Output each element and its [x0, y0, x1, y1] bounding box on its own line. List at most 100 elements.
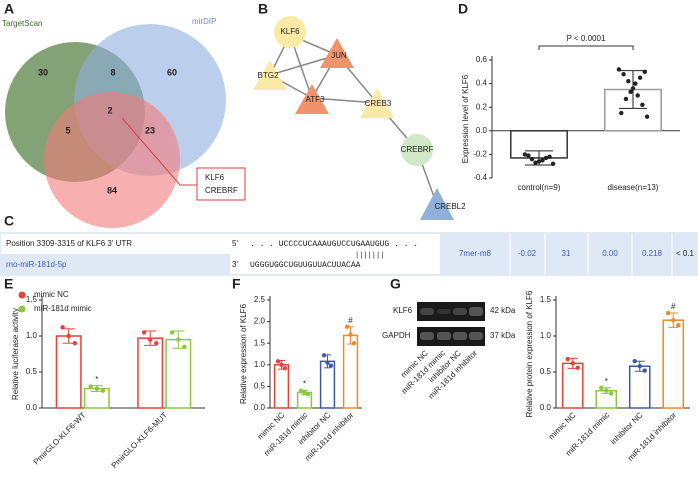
data-point — [565, 356, 570, 362]
venn-count: 23 — [145, 125, 155, 135]
table-cell: 31 — [562, 249, 571, 258]
utr-sequence: . . . UCCCCUCAAAUGUCCUGAAUGUG . . . — [250, 240, 418, 249]
data-point — [616, 67, 622, 72]
blot-band — [469, 307, 483, 316]
x-tick-label: PmirGLO-KLF6-MUT — [110, 410, 170, 470]
western-blot: KLF6 GAPDH 42 kDa 37 kDa — [382, 302, 516, 346]
data-point — [626, 79, 631, 84]
y-tick-label: 1.0 — [540, 331, 552, 340]
y-tick-label: -0.4 — [473, 173, 487, 182]
data-point — [529, 156, 535, 162]
node-label: CREB3 — [365, 99, 392, 108]
data-point — [100, 388, 106, 393]
edge — [311, 97, 378, 104]
mirna-name: rno-miR-181d-5p — [6, 260, 67, 269]
y-tick-label: 2.5 — [254, 295, 266, 304]
y-tick-label: 0.5 — [254, 382, 266, 391]
data-point — [642, 368, 647, 373]
data-point — [321, 353, 327, 358]
bar — [342, 334, 359, 409]
y-tick-label: 0.0 — [476, 126, 488, 135]
significance-mark: * — [605, 377, 608, 386]
blot-size-label: 42 kDa — [490, 306, 516, 315]
node — [360, 88, 394, 118]
data-point — [637, 364, 642, 369]
data-point — [676, 323, 681, 328]
blot-row-label: GAPDH — [382, 331, 411, 340]
legend-swatch — [18, 305, 26, 313]
significance-bracket — [538, 45, 634, 50]
data-point — [550, 161, 556, 167]
panel-label: D — [458, 1, 468, 17]
blot-band — [437, 332, 451, 340]
y-tick-label: 1.5 — [26, 295, 38, 304]
venn-count: 5 — [65, 125, 70, 135]
data-point — [328, 363, 334, 368]
data-point — [630, 86, 636, 91]
data-point — [633, 81, 638, 86]
table-cell-bg — [440, 233, 698, 275]
bar — [628, 365, 651, 409]
venn-count: 8 — [110, 67, 115, 77]
data-point — [635, 93, 640, 98]
y-tick-label: 0.5 — [26, 367, 38, 376]
venn-count: 30 — [38, 67, 48, 77]
data-point — [547, 154, 552, 159]
callout-box — [196, 167, 246, 201]
panel-label: C — [4, 213, 14, 229]
data-point — [325, 360, 330, 365]
y-tick-label: 1.0 — [254, 360, 266, 369]
y-tick-label: 1.0 — [26, 331, 38, 340]
network: KLF6 JUN BTG2 ATF3 CREB3 CREBRF CREBL2 — [253, 16, 466, 220]
blot-band — [453, 308, 467, 315]
position-text: Position 3309-3315 of KLF6 3' UTR — [6, 239, 132, 248]
data-point — [526, 153, 531, 158]
data-point — [154, 341, 159, 346]
y-tick-label: 0.4 — [476, 79, 488, 88]
x-tick-label: PmirGLO-KLF6-WT — [32, 410, 88, 466]
data-point — [632, 359, 637, 364]
venn-count: 84 — [107, 185, 117, 195]
callout-text: CREBRF — [205, 186, 238, 195]
blot-size-label: 37 kDa — [490, 331, 516, 340]
data-point — [348, 332, 353, 337]
strand-label: 5' — [232, 239, 238, 248]
strand-label: 3' — [232, 260, 238, 269]
p-value: P < 0.0001 — [567, 34, 606, 43]
data-point — [282, 366, 288, 371]
venn-count: 2 — [107, 105, 112, 115]
y-axis-label: Relative luciferase activity — [11, 308, 20, 400]
node-label: BTG2 — [258, 71, 279, 80]
data-point — [637, 75, 643, 80]
data-point — [305, 391, 311, 397]
data-point — [275, 359, 281, 364]
data-point — [599, 385, 604, 391]
blot-band — [469, 332, 483, 340]
node — [320, 38, 354, 68]
data-point — [621, 71, 626, 77]
legend-label: mimic NC — [34, 290, 69, 299]
significance-mark: # — [671, 302, 676, 311]
blot-band — [420, 308, 434, 315]
data-point — [182, 344, 187, 349]
table-cell: 0.218 — [642, 249, 663, 258]
panel-label: E — [4, 276, 13, 292]
data-point — [666, 310, 671, 316]
bar — [165, 338, 192, 409]
significance-mark: # — [348, 316, 353, 325]
bar — [55, 335, 82, 409]
y-tick-label: 2.0 — [254, 317, 266, 326]
blot-band — [420, 332, 434, 340]
y-tick-label: 0.5 — [540, 367, 552, 376]
legend-label: miR-181d mimic — [34, 304, 92, 313]
y-tick-label: 0.0 — [254, 403, 266, 412]
callout-text: KLF6 — [205, 173, 225, 182]
data-point — [543, 155, 549, 161]
data-point — [533, 160, 538, 165]
data-point — [642, 69, 647, 75]
data-point — [644, 114, 650, 119]
data-point — [344, 324, 350, 329]
data-point — [540, 158, 545, 163]
blot-band — [437, 309, 451, 314]
